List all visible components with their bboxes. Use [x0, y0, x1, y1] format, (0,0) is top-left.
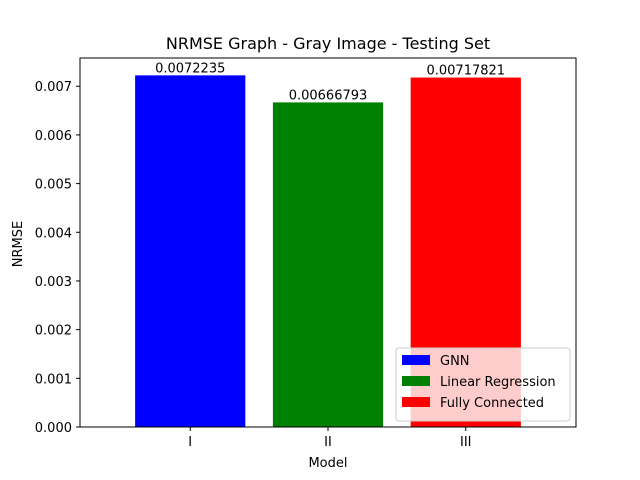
y-tick-label: 0.006 — [35, 129, 72, 144]
y-tick-label: 0.004 — [35, 226, 72, 241]
x-tick-label: I — [188, 435, 192, 450]
bar-II — [272, 102, 384, 427]
y-tick-label: 0.001 — [35, 372, 72, 387]
legend-label: Fully Connected — [440, 396, 544, 411]
legend-swatch — [402, 355, 430, 365]
x-tick-label: III — [460, 435, 472, 450]
x-axis-label: Model — [308, 456, 347, 471]
y-axis-label: NRMSE — [11, 221, 26, 267]
y-tick-label: 0.007 — [35, 80, 72, 95]
legend-label: Linear Regression — [440, 375, 556, 390]
legend: GNN Linear Regression Fully Connected — [395, 347, 571, 422]
x-tick-label: II — [324, 435, 332, 450]
value-labels-layer: 0.0072235 0.00666793 0.00717821 — [155, 61, 505, 103]
value-label-I: 0.0072235 — [155, 61, 225, 76]
value-label-III: 0.00717821 — [426, 64, 505, 79]
legend-swatch — [402, 376, 430, 386]
legend-label: GNN — [440, 354, 470, 369]
legend-box — [395, 347, 571, 422]
legend-swatch — [402, 397, 430, 407]
chart-title: NRMSE Graph - Gray Image - Testing Set — [166, 34, 490, 53]
y-tick-label: 0.003 — [35, 275, 72, 290]
y-tick-label: 0.002 — [35, 324, 72, 339]
bar-I — [135, 75, 246, 428]
y-tick-label: 0.000 — [35, 421, 72, 436]
axes-layer: 0.000 0.001 0.002 0.003 0.004 0.005 0.006 0.007… — [35, 57, 577, 450]
y-tick-label: 0.005 — [35, 178, 72, 193]
value-label-II: 0.00666793 — [289, 88, 368, 103]
